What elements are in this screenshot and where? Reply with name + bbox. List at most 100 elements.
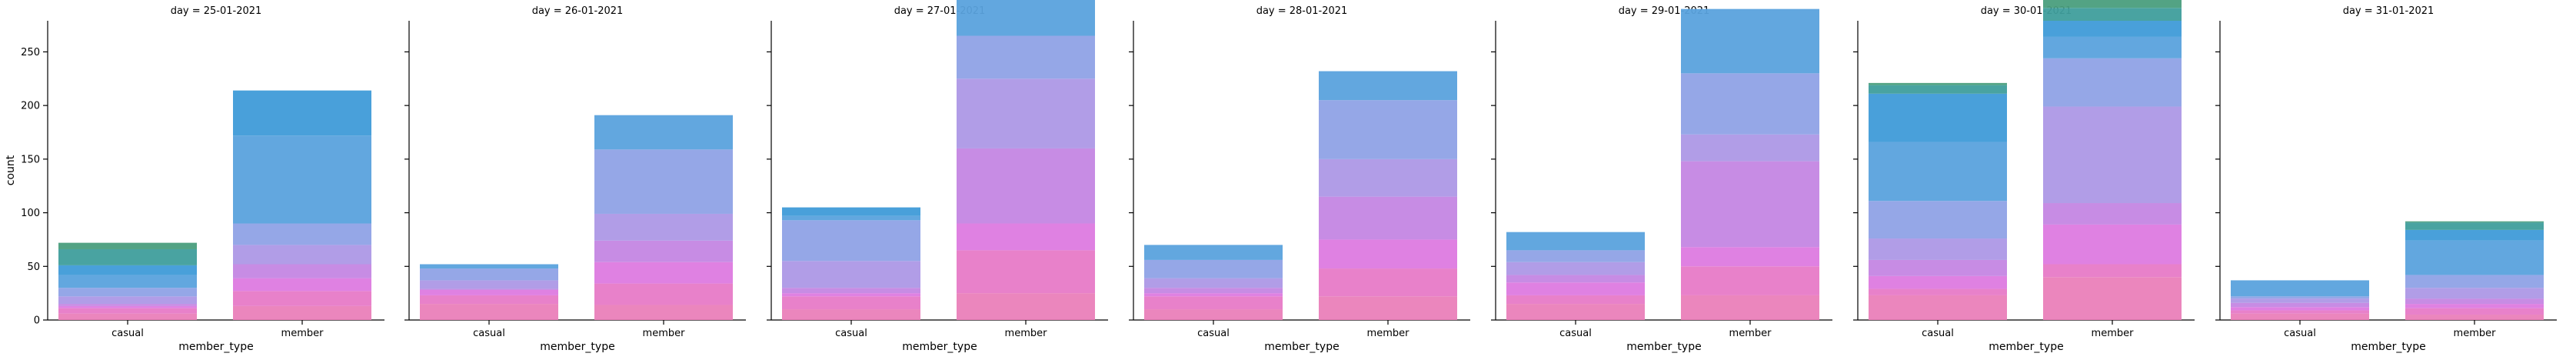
bar-segment	[1506, 262, 1645, 275]
bar-segment	[1681, 295, 1819, 320]
bar-segment	[957, 293, 1095, 320]
bar-segment	[58, 313, 197, 320]
bar-segment	[1144, 278, 1283, 288]
bar-segment	[2231, 307, 2369, 311]
bar-segment	[2405, 229, 2544, 241]
bar-segment	[1144, 296, 1283, 310]
x-tick-label: casual	[111, 328, 144, 339]
bar-segment	[58, 275, 197, 288]
y-tick-label: 50	[27, 262, 40, 273]
bar-segment	[58, 305, 197, 308]
bar-segment	[2231, 310, 2369, 314]
bar-segment	[594, 115, 733, 150]
bar-segment	[2405, 315, 2544, 320]
bar-segment	[782, 288, 920, 294]
bar-segment	[233, 135, 371, 224]
bar-segment	[58, 242, 197, 249]
bar-segment	[1319, 158, 1457, 197]
y-tick-label: 200	[21, 101, 40, 112]
bar-segment	[1506, 275, 1645, 283]
y-tick-label: 0	[34, 315, 40, 327]
bar-segment	[2405, 275, 2544, 288]
bar-segment	[1869, 259, 2007, 276]
bar-segment	[2405, 304, 2544, 308]
bar-segment	[2405, 308, 2544, 315]
bar-segment	[1869, 238, 2007, 260]
facet-title: day = 31-01-2021	[2343, 5, 2435, 17]
bar-segment	[957, 35, 1095, 79]
facet-panel: day = 28-01-2021 casual member member_type	[1129, 5, 1470, 353]
bar-segment	[1869, 85, 2007, 94]
bar-segment	[58, 265, 197, 275]
bar-segment	[1144, 259, 1283, 278]
bar-segment	[1506, 232, 1645, 251]
x-tick-label: member	[281, 328, 324, 339]
x-axis-label: member_type	[540, 341, 614, 353]
bar-segment	[58, 248, 197, 265]
bar-segment	[1144, 245, 1283, 260]
x-tick-label: member	[643, 328, 686, 339]
x-axis-label: member_type	[1264, 341, 1339, 353]
bar-segment	[1319, 268, 1457, 297]
bar-segment	[420, 289, 558, 295]
bar-segment	[1869, 93, 2007, 142]
bar-segment	[58, 304, 197, 306]
bar-segment	[2043, 224, 2182, 265]
x-tick-label: casual	[473, 328, 505, 339]
bar-segment	[1144, 293, 1283, 297]
bar-segment	[594, 213, 733, 241]
bar-segment	[957, 250, 1095, 294]
bar-segment	[1506, 295, 1645, 305]
bar-segment	[782, 309, 920, 320]
bar-segment	[594, 149, 733, 214]
x-tick-label: casual	[835, 328, 867, 339]
bar-segment	[2231, 280, 2369, 297]
bar-segment	[782, 261, 920, 288]
bar-segment	[1869, 275, 2007, 289]
y-tick-label: 250	[21, 47, 40, 58]
bar-segment	[2043, 58, 2182, 107]
bar-segment	[957, 223, 1095, 251]
x-axis-label: member_type	[902, 341, 977, 353]
bar-segment	[782, 220, 920, 262]
bar-segment	[594, 283, 733, 305]
bar-segment	[420, 280, 558, 289]
bar-segment	[1506, 282, 1645, 295]
bar-segment	[1319, 196, 1457, 240]
bar-segment	[1869, 82, 2007, 85]
facet-title: day = 25-01-2021	[171, 5, 262, 17]
bar-segment	[1506, 304, 1645, 320]
x-tick-label: casual	[2284, 328, 2316, 339]
x-tick-label: casual	[1559, 328, 1592, 339]
x-tick-label: member	[1005, 328, 1048, 339]
bar-segment	[420, 295, 558, 305]
bar-segment	[2043, 0, 2182, 8]
bar-segment	[957, 0, 1095, 36]
bar-segment	[1681, 134, 1819, 162]
facet-panel: day = 25-01-2021 0 50 100 150 200 250 casual mem…	[21, 5, 384, 353]
bar-segment	[233, 305, 371, 320]
y-tick-label: 150	[21, 154, 40, 165]
bar-segment	[1319, 100, 1457, 159]
bar-segment	[1681, 73, 1819, 135]
bar-segment	[2043, 264, 2182, 278]
bar-segment	[1319, 296, 1457, 320]
bar-segment	[420, 288, 558, 290]
facet-title: day = 26-01-2021	[532, 5, 624, 17]
bar-segment	[420, 304, 558, 320]
bar-segment	[594, 240, 733, 262]
bar-segment	[1869, 142, 2007, 202]
x-axis-label: member_type	[1989, 341, 2063, 353]
bar-segment	[782, 293, 920, 297]
bar-segment	[2231, 313, 2369, 320]
bar-segment	[233, 245, 371, 265]
bar-segment	[2043, 21, 2182, 37]
x-tick-label: member	[1367, 328, 1410, 339]
bar-segment	[1144, 288, 1283, 294]
bar-segment	[594, 262, 733, 284]
bar-segment	[2043, 8, 2182, 21]
bar-segment	[2231, 298, 2369, 303]
